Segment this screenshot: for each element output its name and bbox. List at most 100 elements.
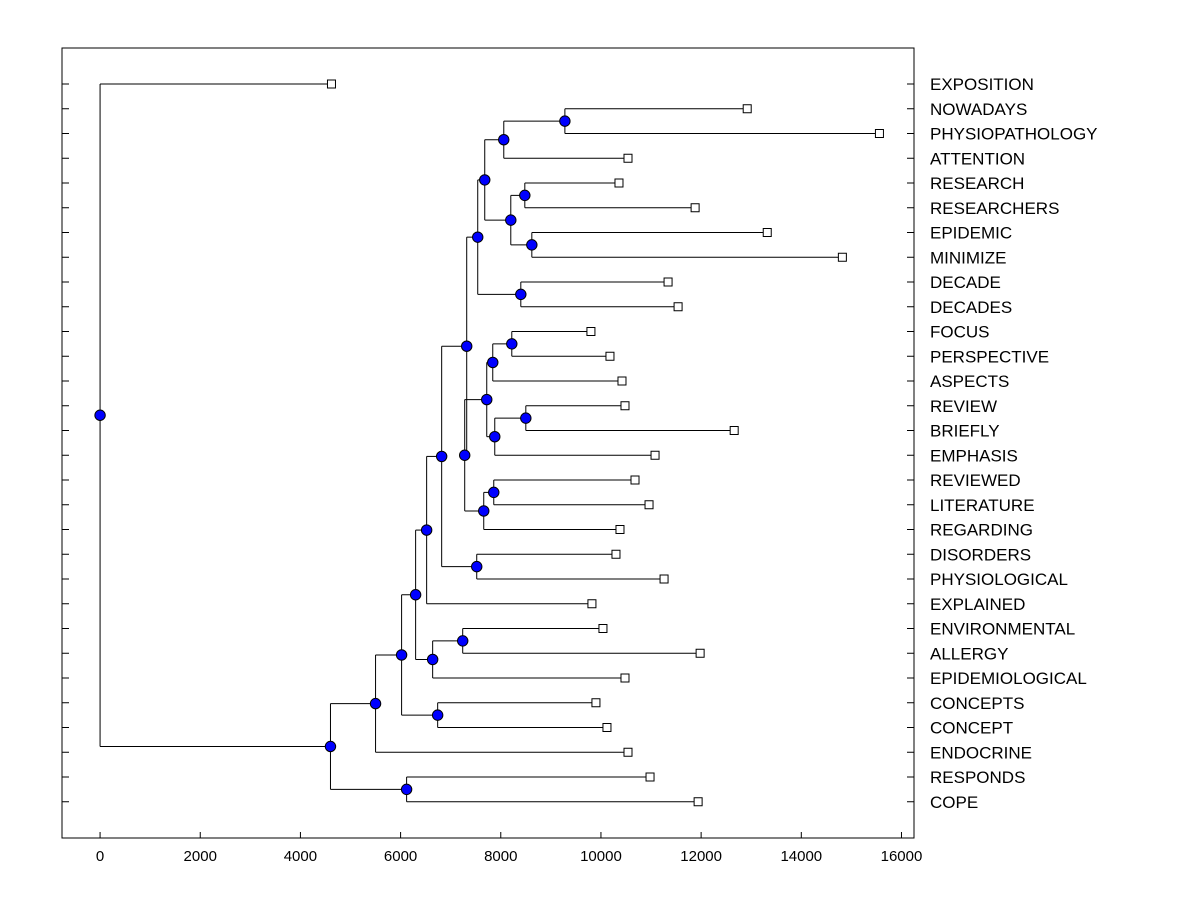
merge-node-N5	[505, 214, 517, 226]
leaf-label-L22: ENVIRONMENTAL	[930, 620, 1075, 639]
x-tick-label-14000: 14000	[780, 848, 822, 865]
leaf-marker-L7	[837, 252, 847, 262]
leaf-label-L12: ASPECTS	[930, 372, 1009, 391]
leaf-label-L7: MINIMIZE	[930, 248, 1007, 267]
leaf-label-L1: NOWADAYS	[930, 100, 1027, 119]
leaf-label-L20: PHYSIOLOGICAL	[930, 570, 1068, 589]
leaf-marker-L13	[620, 401, 630, 411]
leaf-marker-L5	[690, 203, 700, 213]
leaf-marker-L12	[617, 376, 627, 386]
merge-node-N13	[481, 393, 493, 406]
merge-node-N19	[435, 450, 448, 463]
merge-node-N24	[431, 709, 444, 721]
x-tick-label-16000: 16000	[881, 848, 923, 865]
leaf-label-L28: RESPONDS	[930, 768, 1025, 787]
leaf-marker-L21	[587, 599, 597, 609]
merge-node-N18	[471, 560, 483, 573]
leaf-marker-L14	[729, 426, 739, 435]
leaf-label-L24: EPIDEMIOLOGICAL	[930, 669, 1087, 688]
leaf-marker-L2	[874, 129, 884, 138]
leaf-marker-L19	[611, 549, 621, 559]
leaf-label-L26: CONCEPT	[930, 719, 1013, 738]
leaf-label-L27: ENDOCRINE	[930, 743, 1032, 762]
leaf-marker-L9	[673, 302, 683, 312]
merge-node-N12	[489, 430, 501, 443]
x-tick-label-4000: 4000	[284, 848, 317, 865]
leaf-marker-L1	[742, 104, 752, 114]
x-tick-label-8000: 8000	[484, 848, 517, 865]
dendrogram-links	[99, 83, 880, 803]
leaf-label-L10: FOCUS	[930, 323, 990, 342]
x-tick-label-6000: 6000	[384, 848, 417, 865]
merge-node-N21	[457, 635, 469, 647]
leaf-marker-L10	[586, 327, 596, 336]
x-tick-label-10000: 10000	[580, 848, 622, 865]
x-axis-tick-labels: 0 2000 4000 6000 8000 10000 12000 14000 16000	[96, 848, 922, 865]
leaf-label-L21: EXPLAINED	[930, 595, 1025, 614]
leaf-marker-L24	[620, 673, 630, 683]
merge-node-N23	[409, 589, 422, 601]
merge-node-N29	[94, 409, 106, 421]
leaf-marker-L18	[615, 525, 625, 534]
leaf-label-L11: PERSPECTIVE	[930, 347, 1049, 366]
leaf-marker-L29	[693, 797, 703, 807]
leaf-label-L16: REVIEWED	[930, 471, 1021, 490]
merge-node-N16	[459, 449, 471, 461]
leaf-label-L18: REGARDING	[930, 521, 1033, 540]
leaf-label-L15: EMPHASIS	[930, 446, 1018, 465]
merge-node-N22	[426, 653, 439, 666]
leaf-marker-L28	[645, 772, 655, 782]
x-tick-label-12000: 12000	[680, 848, 722, 865]
leaf-label-L4: RESEARCH	[930, 174, 1024, 193]
merge-node-N27	[400, 783, 413, 796]
merge-node-N20	[420, 524, 433, 536]
merge-node-N1	[559, 115, 571, 127]
leaf-marker-L23	[695, 648, 705, 658]
x-tick-label-0: 0	[96, 848, 104, 865]
leaf-marker-L15	[650, 450, 660, 460]
merge-node-N3	[519, 189, 531, 202]
leaf-label-L9: DECADES	[930, 298, 1012, 317]
leaf-label-L23: ALLERGY	[930, 644, 1008, 663]
leaf-label-L8: DECADE	[930, 273, 1001, 292]
leaf-marker-L6	[762, 228, 772, 237]
leaf-label-L29: COPE	[930, 793, 978, 812]
merge-node-N17	[461, 340, 473, 352]
merge-node-N15	[478, 505, 490, 517]
leaf-label-L13: REVIEW	[930, 397, 997, 416]
leaf-label-L5: RESEARCHERS	[930, 199, 1059, 218]
merge-node-N9	[506, 338, 518, 350]
leaf-label-L0: EXPOSITION	[930, 75, 1034, 94]
leaf-marker-L17	[644, 500, 654, 510]
leaf-marker-L20	[659, 574, 669, 584]
x-tick-label-2000: 2000	[184, 848, 217, 865]
leaf-label-L3: ATTENTION	[930, 149, 1025, 168]
leaf-marker-L26	[602, 723, 612, 732]
leaf-marker-L8	[663, 277, 673, 287]
leaf-label-L6: EPIDEMIC	[930, 224, 1012, 243]
leaf-marker-L3	[623, 153, 633, 163]
merge-node-N4	[526, 239, 538, 251]
right-tick-marks	[907, 83, 914, 803]
merge-node-N6	[479, 174, 491, 186]
leaf-marker-L16	[630, 475, 640, 485]
merge-node-N10	[487, 356, 499, 369]
leaf-marker-L11	[605, 351, 615, 361]
leaf-label-L2: PHYSIOPATHOLOGY	[930, 125, 1098, 144]
leaf-label-L19: DISORDERS	[930, 545, 1031, 564]
merge-node-N11	[520, 412, 532, 424]
merge-node-N14	[488, 486, 500, 499]
leaf-marker-L25	[591, 698, 601, 708]
leaf-markers	[326, 79, 884, 807]
merge-node-N28	[324, 740, 337, 753]
left-tick-marks	[62, 83, 69, 803]
merge-node-markers	[94, 115, 571, 796]
leaf-label-L14: BRIEFLY	[930, 422, 1000, 441]
leaf-marker-L27	[623, 747, 633, 757]
merge-node-N26	[369, 697, 382, 710]
plot-frame	[61, 47, 915, 839]
merge-node-N8	[472, 231, 484, 243]
leaf-label-L17: LITERATURE	[930, 496, 1035, 515]
leaf-marker-L0	[326, 79, 336, 89]
